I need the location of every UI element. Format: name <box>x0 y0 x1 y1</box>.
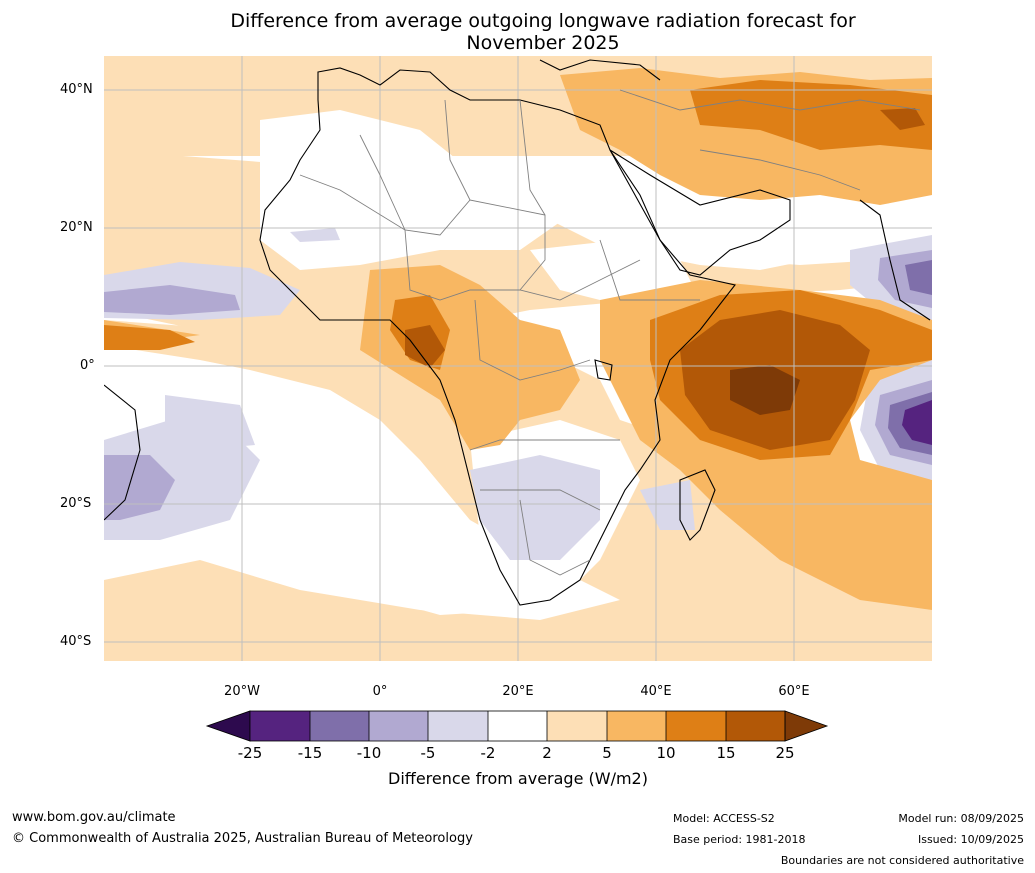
colorbar-over-triangle <box>784 710 829 742</box>
footer-copyright: © Commonwealth of Australia 2025, Austra… <box>12 831 473 846</box>
colorbar-segment <box>250 711 310 741</box>
colorbar-tick: 5 <box>602 744 612 762</box>
anomaly-over-25 <box>730 365 800 415</box>
map-area <box>104 56 932 661</box>
lon-label-20w: 20°W <box>224 684 260 699</box>
colorbar-title: Difference from average (W/m2) <box>388 769 648 788</box>
footer-website[interactable]: www.bom.gov.au/climate <box>12 810 176 825</box>
anomaly-neutral <box>104 110 880 615</box>
colorbar-segment <box>369 711 428 741</box>
lat-label-0: 0° <box>80 358 95 373</box>
country-borders <box>299 89 921 576</box>
colorbar-segment <box>428 711 488 741</box>
footer-base-period: Base period: 1981-2018 <box>673 833 806 846</box>
title-line-1: Difference from average outgoing longwav… <box>230 10 856 32</box>
colorbar-tick: 15 <box>716 744 736 762</box>
gridlines <box>104 56 932 661</box>
title-line-2: November 2025 <box>466 32 620 54</box>
colorbar-under-triangle <box>205 710 251 742</box>
footer-model: Model: ACCESS-S2 <box>673 812 775 825</box>
anomaly-minus15-to-minus25 <box>902 400 932 445</box>
colorbar-tick: -5 <box>420 744 436 762</box>
lat-label-20s: 20°S <box>60 496 92 511</box>
colorbar-tick: -10 <box>356 744 382 762</box>
lon-label-0: 0° <box>372 684 388 699</box>
lat-label-20n: 20°N <box>60 220 93 235</box>
lat-label-40n: 40°N <box>60 82 93 97</box>
lon-label-20e: 20°E <box>502 684 534 699</box>
footer-model-run: Model run: 08/09/2025 <box>898 812 1024 825</box>
colorbar-segment <box>310 711 369 741</box>
footer-disclaimer: Boundaries are not considered authoritat… <box>780 854 1024 867</box>
colorbar-tick: 10 <box>656 744 676 762</box>
colorbar-segment <box>488 711 547 741</box>
colorbar-segment <box>547 711 607 741</box>
colorbar-tick: -25 <box>237 744 263 762</box>
footer-issued: Issued: 10/09/2025 <box>917 833 1024 846</box>
map-title: Difference from average outgoing longwav… <box>0 10 1035 54</box>
colorbar <box>205 710 829 742</box>
colorbar-segment <box>726 711 785 741</box>
colorbar-tick: -2 <box>480 744 496 762</box>
colorbar-segment <box>666 711 726 741</box>
colorbar-tick: 25 <box>775 744 795 762</box>
colorbar-segment <box>607 711 666 741</box>
lon-label-40e: 40°E <box>640 684 672 699</box>
lat-label-40s: 40°S <box>60 634 92 649</box>
colorbar-tick: 2 <box>542 744 552 762</box>
coastlines <box>104 59 931 606</box>
colorbar-tick: -15 <box>297 744 323 762</box>
lon-label-60e: 60°E <box>778 684 810 699</box>
